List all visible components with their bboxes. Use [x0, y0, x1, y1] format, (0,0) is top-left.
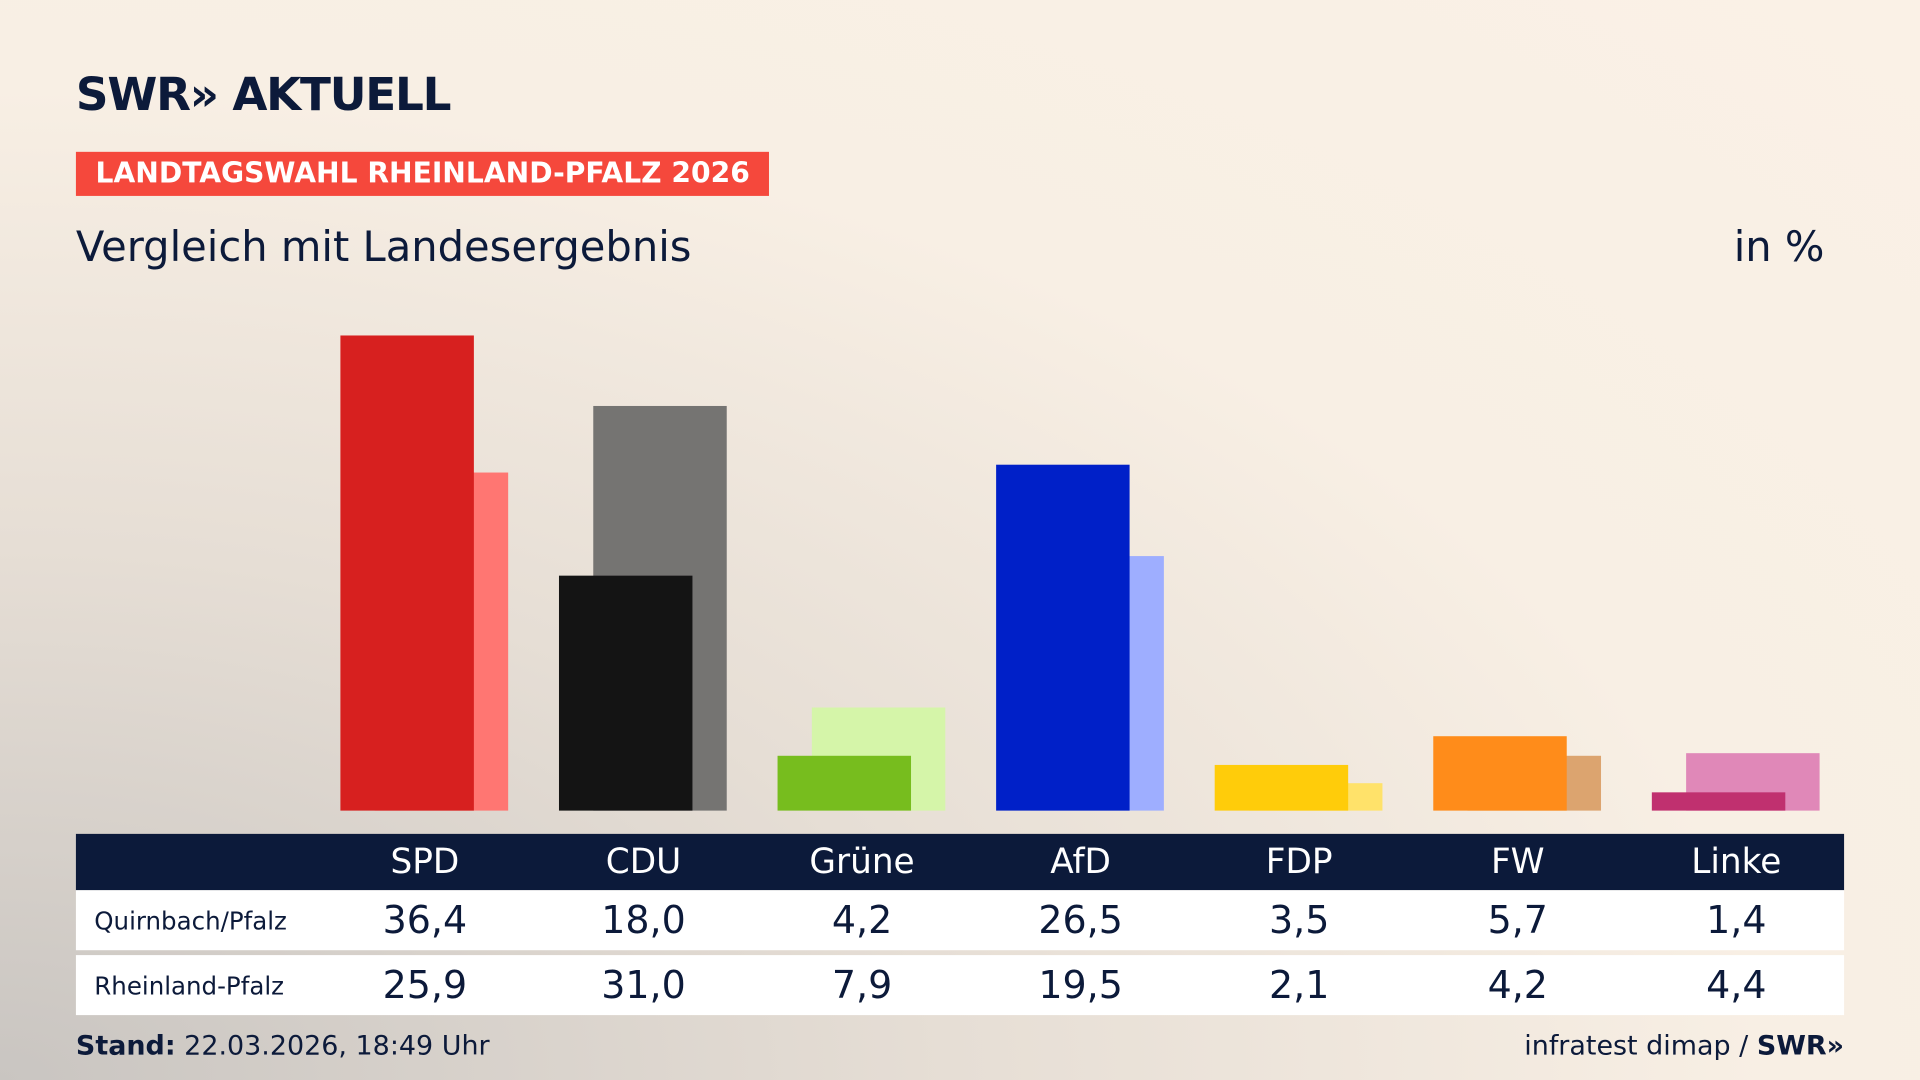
category-label: AfD — [1050, 841, 1111, 882]
category-label: Linke — [1691, 841, 1782, 882]
stand-label: Stand: — [75, 1031, 176, 1062]
category-label: FW — [1490, 841, 1545, 882]
category-label: CDU — [605, 841, 682, 882]
value-label: 7,9 — [831, 963, 893, 1008]
category-label: SPD — [390, 841, 460, 882]
timestamp: Stand: 22.03.2026, 18:49 Uhr — [76, 1031, 490, 1062]
value-label: 25,9 — [382, 963, 468, 1008]
swr-aktuell-logo: SWR» AKTUELL — [75, 68, 452, 122]
bar-local-spd — [340, 335, 474, 811]
source: infratest dimap / SWR» — [1524, 1031, 1844, 1062]
bar-local-fdp — [1214, 764, 1349, 811]
swr-logo: SWR» — [1756, 1031, 1845, 1062]
bar-local-linke — [1651, 792, 1786, 811]
value-label: 19,5 — [1038, 963, 1123, 1008]
value-label: 4,4 — [1706, 963, 1767, 1008]
value-label: 4,2 — [1487, 963, 1548, 1008]
value-label: 1,4 — [1706, 898, 1767, 943]
value-label: 4,2 — [831, 898, 893, 943]
bar-local-fw — [1433, 736, 1567, 811]
bar-local-afd — [996, 464, 1130, 811]
value-label: 2,1 — [1268, 963, 1330, 1008]
chart-subtitle: Vergleich mit Landesergebnis — [75, 222, 692, 272]
value-label: 5,7 — [1487, 898, 1548, 943]
row-label: Rheinland-Pfalz — [94, 971, 284, 1001]
election-badge: LANDTAGSWAHL RHEINLAND-PFALZ 2026 — [75, 151, 770, 196]
bar-chart — [340, 335, 1820, 811]
value-label: 31,0 — [601, 963, 686, 1008]
value-label: 36,4 — [382, 898, 468, 943]
category-label: FDP — [1265, 841, 1333, 882]
category-label: Grüne — [809, 841, 915, 882]
bar-local-cdu — [558, 575, 693, 811]
stand-value: 22.03.2026, 18:49 Uhr — [175, 1031, 490, 1062]
table-row-state: Rheinland-Pfalz 25,9 31,0 7,9 19,5 2,1 4,2 4,4 — [75, 955, 1845, 1016]
value-label: 3,5 — [1268, 898, 1330, 943]
source-text: infratest dimap / — [1524, 1031, 1757, 1062]
value-label: 26,5 — [1038, 898, 1123, 943]
value-label: 18,0 — [601, 898, 686, 943]
bar-local-grüne — [777, 755, 912, 811]
table-header: SPD CDU Grüne AfD FDP FW Linke — [75, 833, 1845, 891]
unit-label: in % — [1733, 222, 1825, 272]
table-row-local: Quirnbach/Pfalz 36,4 18,0 4,2 26,5 3,5 5,7 1,4 — [75, 890, 1845, 951]
row-label: Quirnbach/Pfalz — [94, 906, 287, 936]
